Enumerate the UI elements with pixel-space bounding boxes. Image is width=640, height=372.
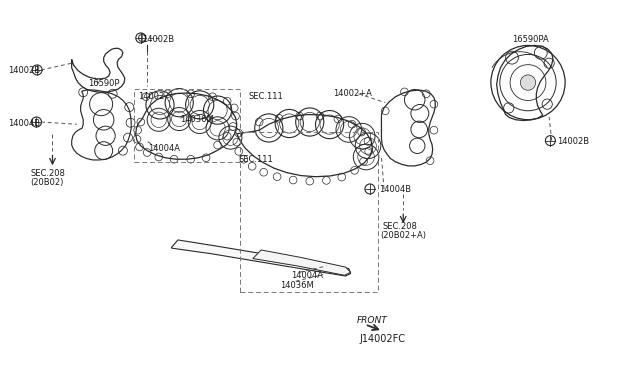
Circle shape xyxy=(545,136,556,145)
Text: 14004B: 14004B xyxy=(8,119,40,128)
Text: 14002B: 14002B xyxy=(142,35,174,44)
Bar xyxy=(240,132,378,292)
Text: 14002B: 14002B xyxy=(557,137,589,146)
Text: 14036M: 14036M xyxy=(180,115,214,124)
Text: J14002FC: J14002FC xyxy=(360,334,406,343)
Text: 14002B: 14002B xyxy=(8,66,40,75)
Circle shape xyxy=(139,35,145,41)
Text: FRONT: FRONT xyxy=(357,316,388,325)
Bar xyxy=(134,89,240,162)
Text: SEC.208: SEC.208 xyxy=(31,169,65,178)
Polygon shape xyxy=(172,240,351,276)
Text: 14002+A: 14002+A xyxy=(333,89,372,98)
Circle shape xyxy=(365,184,375,194)
Text: 14004A: 14004A xyxy=(291,271,323,280)
Text: SEC.111: SEC.111 xyxy=(248,92,283,101)
Text: (20B02): (20B02) xyxy=(31,178,64,187)
Circle shape xyxy=(31,117,42,127)
Text: 16590P: 16590P xyxy=(88,79,120,88)
Text: 14004A: 14004A xyxy=(148,144,180,153)
Circle shape xyxy=(32,65,42,75)
Text: SEC.208: SEC.208 xyxy=(383,222,417,231)
Text: 14004B: 14004B xyxy=(379,185,411,194)
Text: SEC.111: SEC.111 xyxy=(238,155,273,164)
Polygon shape xyxy=(253,250,351,275)
Text: 16590PA: 16590PA xyxy=(512,35,548,44)
Text: 14036M: 14036M xyxy=(280,281,314,290)
Circle shape xyxy=(136,33,146,43)
Circle shape xyxy=(520,75,536,90)
Text: 14002: 14002 xyxy=(138,92,164,101)
Text: (20B02+A): (20B02+A) xyxy=(380,231,426,240)
